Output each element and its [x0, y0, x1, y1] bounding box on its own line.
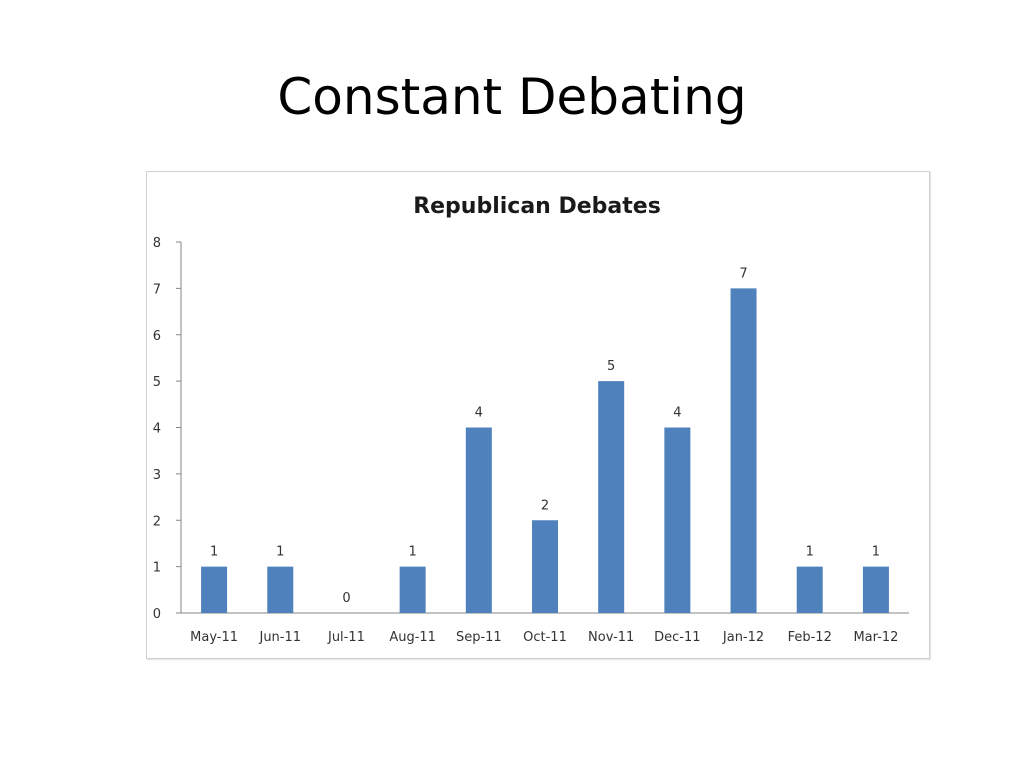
bar-Oct-11	[532, 520, 558, 613]
y-tick-label: 1	[153, 561, 161, 576]
data-label: 7	[739, 266, 747, 281]
data-label: 2	[541, 498, 549, 513]
x-category-label: Nov-11	[588, 630, 634, 645]
y-tick-label: 7	[153, 282, 161, 297]
bar-Aug-11	[399, 566, 426, 613]
y-tick-label: 2	[153, 514, 161, 529]
data-label: 0	[342, 591, 350, 606]
x-category-label: Jun-11	[258, 630, 301, 645]
y-tick-label: 4	[153, 422, 161, 437]
slide-title: Constant Debating	[277, 68, 747, 126]
y-axis: 0 1 2 3 4 5 6 7 8	[153, 236, 182, 622]
bar-Feb-12	[796, 566, 823, 613]
data-labels: 1 1 0 1 4 2 5 4 7 1 1	[210, 266, 880, 606]
data-label: 1	[210, 545, 218, 560]
bar-Nov-11	[598, 381, 625, 613]
data-label: 5	[607, 359, 615, 374]
x-category-label: Dec-11	[654, 630, 700, 645]
x-category-label: Sep-11	[456, 630, 502, 645]
y-tick-label: 3	[153, 468, 161, 483]
bar-chart: Republican Debates 0 1 2 3 4 5 6 7 8 May-11 Jun-1…	[153, 194, 909, 645]
data-label: 4	[475, 406, 483, 421]
data-label: 1	[276, 545, 284, 560]
bar-May-11	[201, 566, 228, 613]
x-category-label: Mar-12	[853, 630, 898, 645]
y-tick-label: 5	[153, 375, 161, 390]
data-label: 1	[408, 545, 416, 560]
x-category-label: Jan-12	[722, 630, 764, 645]
bar-Dec-11	[664, 427, 691, 613]
chart-frame: Republican Debates 0 1 2 3 4 5 6 7 8 May-11 Jun-1…	[146, 171, 930, 659]
bar-Jun-11	[267, 566, 294, 613]
x-axis: May-11 Jun-11 Jul-11 Aug-11 Sep-11 Oct-11 Nov-…	[181, 612, 909, 645]
y-tick-label: 0	[153, 607, 161, 622]
bars	[201, 288, 889, 613]
bar-Sep-11	[465, 427, 492, 613]
data-label: 4	[673, 406, 681, 421]
x-category-label: Oct-11	[523, 630, 567, 645]
bar-Jan-12	[730, 288, 757, 613]
data-label: 1	[872, 545, 880, 560]
y-tick-label: 8	[153, 236, 161, 251]
chart-title: Republican Debates	[413, 194, 661, 219]
bar-Mar-12	[862, 566, 889, 613]
data-label: 1	[806, 545, 814, 560]
x-category-label: Jul-11	[327, 630, 365, 645]
x-category-label: Feb-12	[788, 630, 832, 645]
x-category-label: May-11	[190, 630, 238, 645]
y-tick-label: 6	[153, 329, 161, 344]
x-category-label: Aug-11	[389, 630, 436, 645]
